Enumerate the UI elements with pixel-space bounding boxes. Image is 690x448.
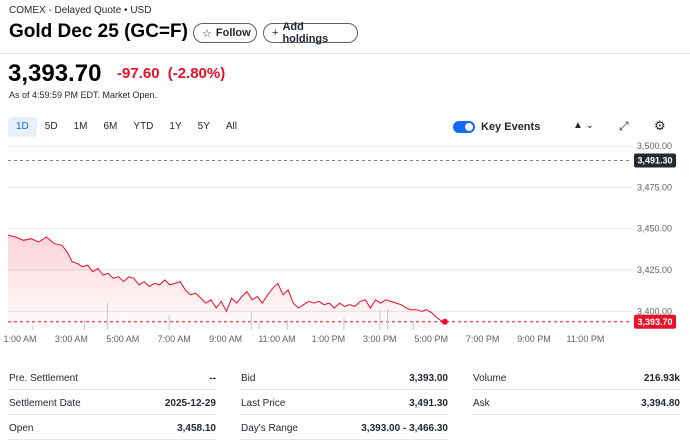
stat-label: Last Price [241, 398, 286, 409]
stat-value: 3,394.80 [641, 398, 680, 409]
current-price: 3,393.70 [8, 60, 102, 87]
last-price-dot [441, 318, 448, 325]
key-events-toggle[interactable] [453, 121, 475, 133]
y-tick-label: 3,400.00 [637, 306, 672, 316]
quote-timestamp: As of 4:59:59 PM EDT. Market Open. [9, 90, 158, 100]
prev-close-badge [634, 153, 676, 168]
range-tab[interactable]: 5Y [197, 121, 210, 132]
x-tick-label: 9:00 AM [209, 334, 242, 344]
follow-label: Follow [215, 27, 251, 39]
page-title: Gold Dec 25 (GC=F) [9, 21, 188, 42]
stat-row: Volume 216.93k [473, 366, 680, 390]
price-chart[interactable]: 3,500.00 3,475.00 3,450.00 3,425.00 3,400.00… [0, 140, 690, 355]
x-tick-label: 5:00 AM [106, 334, 139, 344]
key-events-label: Key Events [481, 121, 541, 133]
range-tab[interactable]: YTD [133, 121, 154, 132]
stat-divider [473, 389, 680, 390]
prev-close-label: 3,491.30 [637, 156, 672, 166]
range-tab[interactable]: All [225, 121, 237, 132]
price-change: -97.60 (-2.80%) [117, 65, 225, 82]
stat-row: Day's Range 3,393.00 - 3,466.30 [241, 416, 448, 440]
quote-subtitle: COMEX - Delayed Quote • USD [9, 5, 152, 16]
stat-label: Day's Range [241, 423, 298, 434]
stat-label: Pre. Settlement [9, 373, 78, 384]
stat-value: 2025-12-29 [164, 398, 216, 409]
stat-label: Ask [473, 398, 490, 409]
toggle-knob [465, 123, 473, 131]
stat-row: Bid 3,393.00 [241, 366, 448, 390]
x-tick-label: 11:00 PM [566, 334, 604, 344]
gear-icon[interactable]: ⚙ [654, 118, 666, 133]
y-tick-label: 3,500.00 [637, 141, 672, 151]
stat-divider [9, 414, 216, 415]
stat-label: Bid [241, 373, 256, 384]
range-tab[interactable]: 1Y [169, 121, 182, 132]
x-tick-label: 11:00 AM [258, 334, 295, 344]
x-tick-label: 1:00 AM [3, 334, 36, 344]
x-tick-label: 9:00 PM [517, 334, 551, 344]
stat-divider [473, 414, 680, 415]
stat-divider [241, 389, 448, 390]
y-tick-label: 3,475.00 [637, 182, 672, 192]
x-tick-label: 7:00 AM [158, 334, 191, 344]
stat-row: Settlement Date 2025-12-29 [9, 391, 216, 415]
follow-button[interactable]: ☆ Follow [193, 23, 257, 43]
range-tab[interactable]: 6M [103, 121, 118, 132]
x-tick-label: 5:00 PM [414, 334, 448, 344]
stat-value: -- [209, 373, 216, 384]
price-line [7, 234, 445, 323]
stat-row: Last Price 3,491.30 [241, 391, 448, 415]
stat-row: Ask 3,394.80 [473, 391, 680, 415]
plus-icon: + [272, 27, 279, 39]
x-tick-label: 7:00 PM [466, 334, 500, 344]
last-price-label: 3,393.70 [637, 317, 672, 327]
stat-label: Settlement Date [9, 398, 81, 409]
range-tab[interactable]: 1M [73, 121, 88, 132]
last-price-badge [634, 314, 676, 329]
x-tick-label: 3:00 AM [55, 334, 88, 344]
star-icon: ☆ [202, 27, 212, 40]
chart-type-icon[interactable]: ▲ ⌄ [573, 120, 595, 131]
stat-divider [9, 389, 216, 390]
stat-divider [9, 439, 216, 440]
y-tick-label: 3,425.00 [637, 265, 672, 275]
y-tick-label: 3,450.00 [637, 224, 672, 234]
stat-divider [241, 439, 448, 440]
header-divider [0, 53, 690, 54]
stat-value: 216.93k [643, 373, 680, 384]
stat-value: 3,393.00 [409, 373, 448, 384]
range-tabs: 1D 5D 1M 6M YTD 1Y 5Y All [8, 117, 245, 137]
stat-label: Open [9, 423, 34, 434]
range-tab[interactable]: 5D [44, 121, 58, 132]
stat-value: 3,458.10 [177, 423, 216, 434]
x-tick-label: 1:00 PM [312, 334, 346, 344]
add-holdings-label: Add holdings [282, 21, 329, 45]
stat-value: 3,491.30 [409, 398, 448, 409]
stat-divider [241, 414, 448, 415]
price-area [8, 235, 445, 330]
stat-row: Pre. Settlement -- [9, 366, 216, 390]
stat-row: Open 3,458.10 [9, 416, 216, 440]
change-value: -97.60 [117, 65, 160, 82]
x-tick-label: 3:00 PM [363, 334, 397, 344]
expand-icon[interactable]: ⤢ [619, 119, 629, 133]
range-tab[interactable]: 1D [8, 117, 37, 137]
stat-label: Volume [473, 373, 507, 384]
change-percent: (-2.80%) [167, 65, 226, 82]
add-holdings-button[interactable]: + Add holdings [263, 21, 358, 45]
stat-value: 3,393.00 - 3,466.30 [361, 423, 448, 434]
